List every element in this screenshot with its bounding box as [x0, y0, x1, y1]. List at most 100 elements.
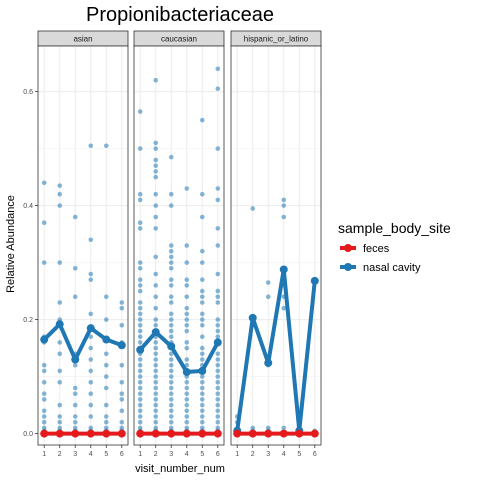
scatter-point	[199, 323, 205, 328]
x-tick-label: 3	[266, 451, 270, 458]
scatter-point	[153, 77, 159, 83]
scatter-point	[103, 351, 109, 357]
scatter-point	[199, 397, 205, 402]
scatter-point	[168, 300, 174, 305]
scatter-point	[215, 374, 221, 379]
scatter-point	[153, 294, 159, 300]
x-tick-label: 4	[89, 451, 93, 458]
panel-border	[230, 45, 322, 446]
series-point	[117, 341, 126, 350]
series-point	[233, 429, 242, 438]
scatter-point	[199, 294, 205, 300]
scatter-point	[153, 305, 159, 311]
scatter-point	[103, 362, 109, 368]
x-tick-label: 3	[169, 451, 173, 458]
scatter-point	[281, 305, 287, 311]
scatter-point	[184, 380, 190, 385]
scatter-point	[250, 206, 256, 211]
scatter-point	[215, 323, 221, 328]
scatter-point	[153, 317, 159, 322]
series-point	[213, 338, 222, 347]
scatter-point	[88, 368, 94, 374]
x-tick-label: 3	[73, 451, 77, 458]
scatter-point	[153, 271, 159, 277]
panel-background	[38, 46, 128, 445]
series-point	[151, 429, 160, 438]
scatter-point	[168, 248, 174, 254]
scatter-point	[57, 260, 63, 265]
scatter-point	[137, 288, 143, 294]
scatter-point	[168, 323, 174, 328]
scatter-point	[57, 414, 63, 419]
panel-background	[134, 46, 224, 445]
scatter-point	[137, 191, 143, 197]
scatter-point	[88, 271, 94, 277]
scatter-point	[215, 368, 221, 374]
scatter-point	[168, 397, 174, 402]
scatter-point	[199, 300, 205, 305]
scatter-point	[184, 397, 190, 402]
scatter-point	[119, 323, 125, 328]
legend-entry-feces: feces	[340, 243, 390, 255]
scatter-point	[153, 385, 159, 391]
series-line-nasal-cavity	[235, 267, 317, 433]
strip-label: asian	[73, 35, 92, 44]
series-point	[86, 324, 95, 333]
scatter-point	[41, 397, 47, 402]
scatter-point	[199, 117, 205, 123]
scatter-point	[57, 183, 63, 188]
scatter-point	[137, 357, 143, 362]
scatter-point	[137, 109, 143, 114]
x-tick-label: 2	[154, 451, 158, 458]
scatter-point	[153, 226, 159, 231]
scatter-point	[199, 391, 205, 397]
scatter-point	[41, 380, 47, 385]
scatter-point	[72, 419, 78, 425]
scatter-point	[119, 397, 125, 402]
scatter-point	[199, 214, 205, 220]
scatter-point	[215, 351, 221, 357]
scatter-point	[153, 368, 159, 374]
scatter-point	[119, 419, 125, 425]
scatter-point	[215, 419, 221, 425]
x-axis-label: visit_number_num	[135, 463, 225, 475]
scatter-point	[281, 425, 287, 431]
series-point	[182, 429, 191, 438]
x-tick-label: 2	[58, 451, 62, 458]
scatter-point	[215, 334, 221, 340]
scatter-point	[153, 397, 159, 402]
scatter-point	[153, 157, 159, 163]
series-point	[310, 429, 319, 438]
scatter-point	[199, 351, 205, 357]
panel-border	[37, 45, 129, 446]
legend-key-point	[344, 263, 352, 271]
x-tick-label: 6	[216, 451, 220, 458]
scatter-point	[184, 414, 190, 419]
scatter-point	[137, 402, 143, 408]
scatter-point	[88, 357, 94, 362]
scatter-point	[184, 277, 190, 283]
scatter-point	[103, 294, 109, 300]
scatter-point	[153, 362, 159, 368]
scatter-point	[137, 397, 143, 402]
series-point	[248, 313, 257, 322]
series-point	[248, 429, 257, 438]
scatter-point	[199, 402, 205, 408]
scatter-point	[184, 385, 190, 391]
scatter-point	[215, 357, 221, 362]
series-point	[167, 429, 176, 438]
scatter-point	[137, 197, 143, 203]
scatter-point	[153, 414, 159, 419]
y-tick-label: 0.4	[23, 203, 33, 210]
scatter-point	[41, 180, 47, 186]
scatter-point	[184, 408, 190, 414]
scatter-point	[57, 380, 63, 385]
legend-label: nasal cavity	[363, 262, 421, 274]
scatter-point	[215, 226, 221, 231]
series-point	[279, 265, 288, 274]
scatter-point	[199, 419, 205, 425]
series-point	[198, 366, 207, 375]
scatter-point	[215, 408, 221, 414]
scatter-point	[215, 186, 221, 191]
y-axis-label: Relative Abundance	[5, 195, 17, 293]
